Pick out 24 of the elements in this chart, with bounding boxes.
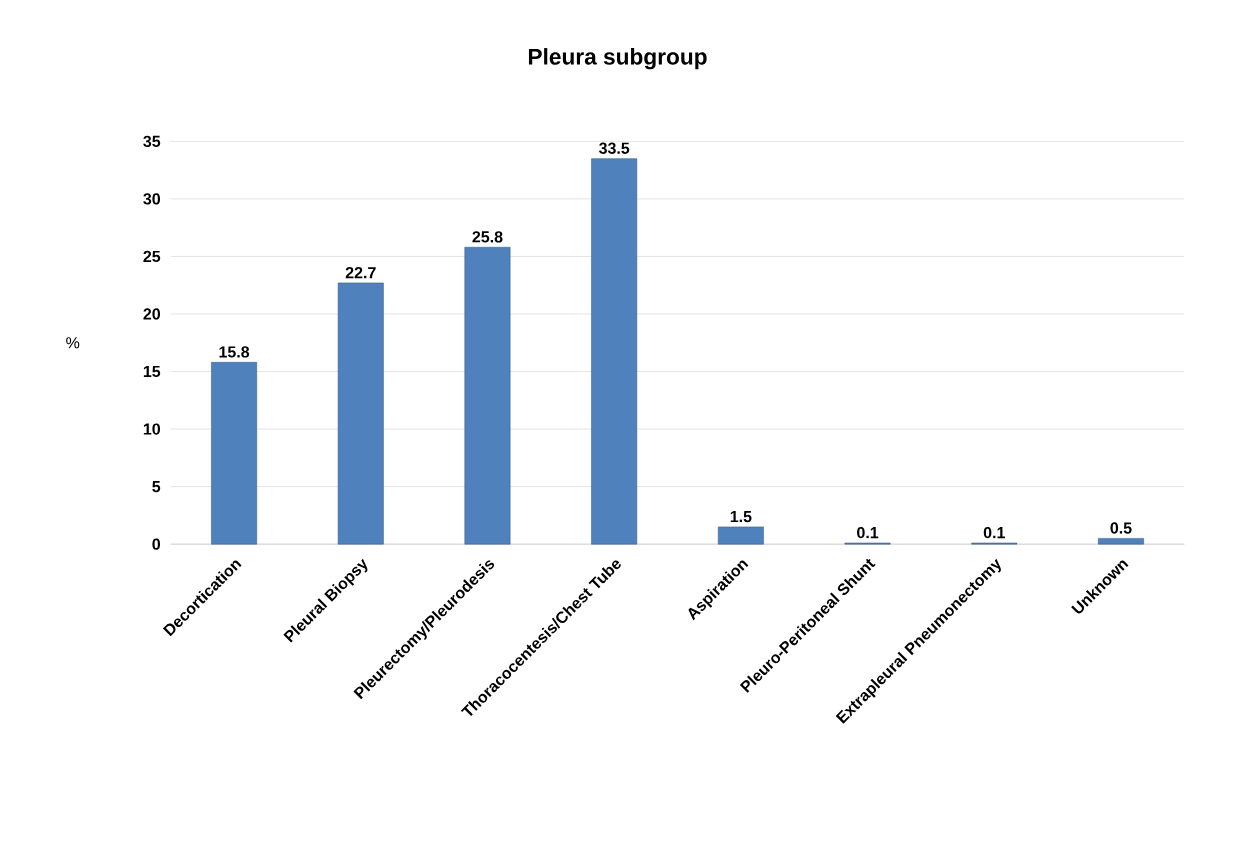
bar — [464, 247, 511, 545]
bar — [591, 158, 638, 545]
y-tick-label: 35 — [143, 135, 161, 148]
bar — [1098, 538, 1144, 545]
y-tick-label: 5 — [152, 481, 161, 493]
y-tick-label: 25 — [143, 251, 161, 263]
data-label: 0.1 — [857, 527, 879, 539]
y-tick-label: 20 — [143, 308, 161, 320]
y-tick-label: 30 — [143, 193, 161, 205]
bar — [337, 282, 384, 545]
bar — [211, 362, 258, 545]
data-label: 15.8 — [219, 346, 250, 358]
y-tick-label: 0 — [152, 538, 161, 551]
data-label: 22.7 — [345, 267, 376, 279]
bar — [717, 526, 764, 545]
data-label: 1.5 — [730, 511, 752, 523]
data-label: 0.1 — [983, 527, 1005, 539]
y-tick-label: 10 — [143, 423, 161, 435]
data-label: 25.8 — [472, 231, 503, 243]
data-label: 0.5 — [1110, 522, 1132, 534]
y-axis-title: % — [66, 337, 80, 349]
chart-title: Pleura subgroup — [528, 48, 707, 70]
data-label: 33.5 — [598, 142, 630, 155]
y-tick-label: 15 — [143, 366, 161, 378]
